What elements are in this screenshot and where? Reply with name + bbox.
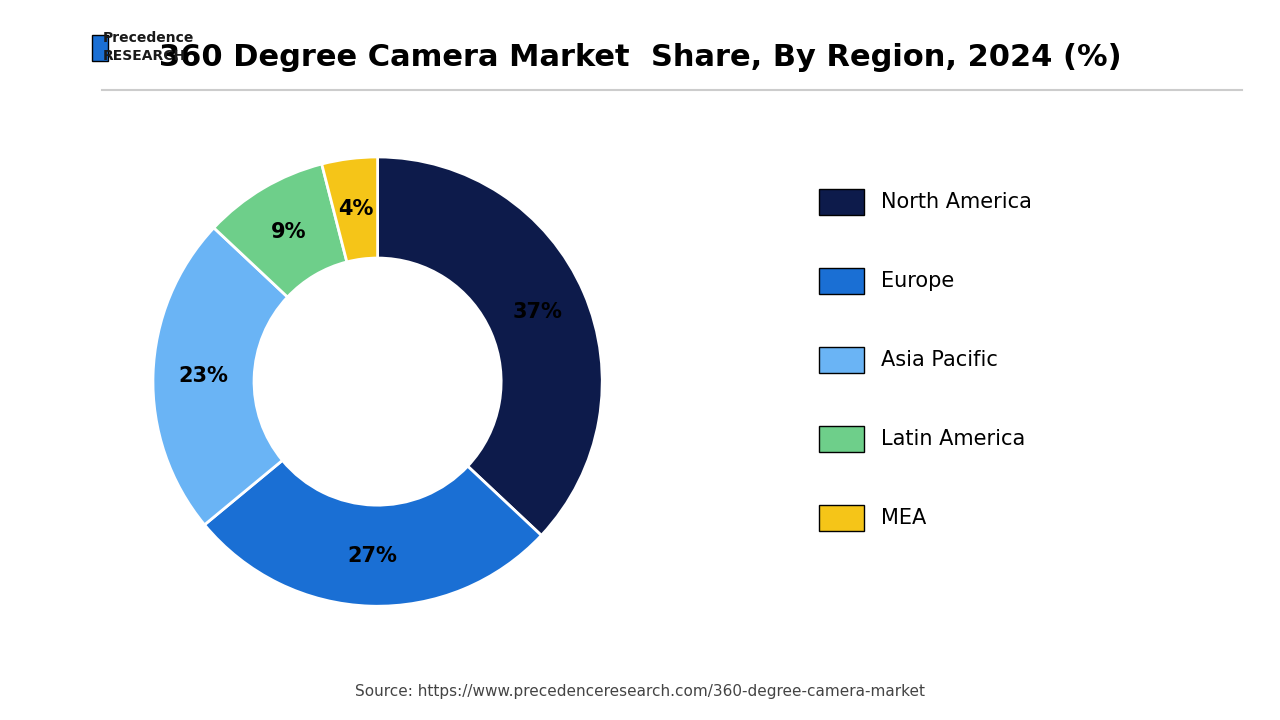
Text: Source: https://www.precedenceresearch.com/360-degree-camera-market: Source: https://www.precedenceresearch.c… (355, 684, 925, 698)
Text: 9%: 9% (271, 222, 307, 242)
Wedge shape (205, 460, 541, 606)
Text: 4%: 4% (338, 199, 374, 219)
Wedge shape (154, 228, 288, 525)
Text: 37%: 37% (512, 302, 562, 323)
Text: Europe: Europe (881, 271, 954, 291)
Text: 23%: 23% (179, 366, 229, 386)
Wedge shape (321, 157, 378, 262)
Text: MEA: MEA (881, 508, 925, 528)
Text: Asia Pacific: Asia Pacific (881, 350, 997, 370)
Text: North America: North America (881, 192, 1032, 212)
Wedge shape (378, 157, 602, 536)
Wedge shape (214, 164, 347, 297)
Text: Precedence
RESEARCH: Precedence RESEARCH (102, 30, 193, 63)
Text: 27%: 27% (347, 546, 397, 566)
Text: Latin America: Latin America (881, 429, 1025, 449)
Text: 360 Degree Camera Market  Share, By Region, 2024 (%): 360 Degree Camera Market Share, By Regio… (159, 43, 1121, 72)
